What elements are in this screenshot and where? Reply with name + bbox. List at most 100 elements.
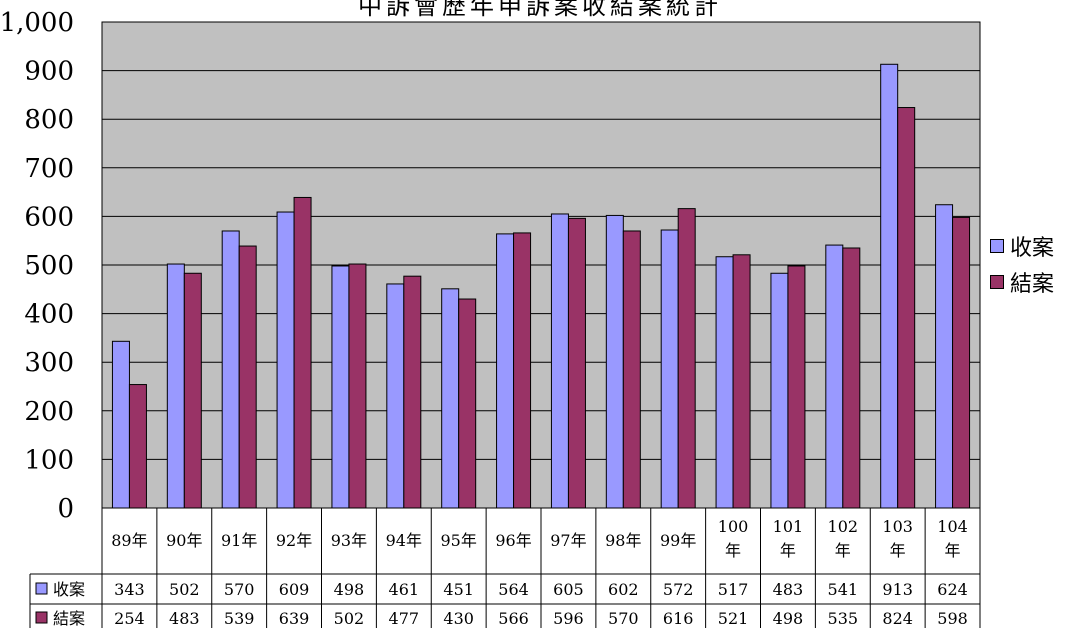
data-label: 605 <box>553 580 584 599</box>
data-label: 521 <box>718 609 749 628</box>
y-tick-label: 500 <box>24 251 74 281</box>
y-tick-label: 600 <box>24 202 74 232</box>
x-tick-label: 98年 <box>605 531 641 550</box>
x-tick-label: 94年 <box>386 531 422 550</box>
data-label: 572 <box>663 580 694 599</box>
legend: 收案 結案 <box>990 228 1054 300</box>
data-label: 461 <box>389 580 420 599</box>
y-tick-label: 200 <box>24 397 74 427</box>
x-tick-label: 年 <box>945 541 961 560</box>
x-tick-label: 91年 <box>221 531 257 550</box>
bar-closed <box>622 230 641 509</box>
x-tick-label: 97年 <box>550 531 586 550</box>
x-tick-label: 93年 <box>331 531 367 550</box>
data-label: 498 <box>334 580 365 599</box>
bar-received <box>550 213 569 509</box>
bar-closed <box>787 265 806 509</box>
data-label: 564 <box>498 580 529 599</box>
data-label: 254 <box>114 609 145 628</box>
x-tick-label: 102 <box>828 517 859 536</box>
bar-closed <box>513 232 532 509</box>
bar-closed <box>897 107 916 509</box>
legend-item-received: 收案 <box>990 228 1054 264</box>
bar-closed <box>293 196 312 509</box>
bar-closed <box>238 245 257 509</box>
bar-closed <box>677 208 696 509</box>
y-tick-label: 300 <box>24 348 74 378</box>
x-tick-label: 96年 <box>495 531 531 550</box>
data-label: 343 <box>114 580 145 599</box>
y-tick-label: 800 <box>24 105 74 135</box>
data-label: 602 <box>608 580 639 599</box>
x-tick-label: 89年 <box>111 531 147 550</box>
x-tick-label: 95年 <box>441 531 477 550</box>
bar-closed <box>403 275 422 509</box>
data-label: 477 <box>389 609 420 628</box>
x-tick-label: 99年 <box>660 531 696 550</box>
bar-received <box>935 204 954 509</box>
x-tick-label: 100 <box>718 517 749 536</box>
bar-closed <box>348 263 367 509</box>
data-label: 616 <box>663 609 694 628</box>
x-tick-label: 年 <box>835 541 851 560</box>
data-label: 502 <box>169 580 200 599</box>
bar-closed <box>567 217 586 509</box>
bar-received <box>331 265 350 509</box>
table-series-label: 收案 <box>53 580 85 599</box>
data-label: 598 <box>937 609 968 628</box>
bar-received <box>880 63 899 509</box>
y-tick-label: 1,000 <box>0 8 74 38</box>
bar-received <box>386 283 405 509</box>
bar-received <box>825 244 844 509</box>
data-label: 624 <box>937 580 968 599</box>
data-label: 451 <box>443 580 474 599</box>
legend-label-closed: 結案 <box>1010 272 1055 297</box>
bar-closed <box>952 216 971 509</box>
x-tick-label: 年 <box>890 541 906 560</box>
bar-closed <box>128 384 147 509</box>
bar-received <box>715 256 734 509</box>
bar-received <box>166 263 185 509</box>
data-label: 517 <box>718 580 749 599</box>
x-tick-label: 101 <box>773 517 804 536</box>
data-label: 566 <box>498 609 529 628</box>
data-label: 483 <box>773 580 804 599</box>
chart-title: 中訴會歷年申訴案收結案統計 <box>358 0 722 20</box>
y-tick-label: 700 <box>24 154 74 184</box>
legend-item-closed: 結案 <box>990 264 1054 300</box>
table-legend-swatch <box>35 582 48 595</box>
y-tick-label: 0 <box>57 494 74 524</box>
x-tick-label: 90年 <box>166 531 202 550</box>
x-tick-label: 年 <box>725 541 741 560</box>
data-label: 824 <box>882 609 913 628</box>
data-label: 498 <box>773 609 804 628</box>
legend-label-received: 收案 <box>1010 236 1055 261</box>
y-tick-label: 400 <box>24 300 74 330</box>
x-tick-label: 92年 <box>276 531 312 550</box>
legend-swatch-closed <box>990 275 1004 289</box>
bar-received <box>276 211 295 509</box>
data-label: 541 <box>828 580 859 599</box>
data-label: 539 <box>224 609 255 628</box>
data-label: 535 <box>828 609 859 628</box>
bar-received <box>660 229 679 509</box>
table-legend-swatch <box>35 611 48 624</box>
data-label: 609 <box>279 580 310 599</box>
x-tick-label: 104 <box>937 517 968 536</box>
data-label: 570 <box>608 609 639 628</box>
bar-closed <box>732 254 751 509</box>
data-label: 913 <box>882 580 913 599</box>
legend-swatch-received <box>990 239 1004 253</box>
bar-closed <box>842 247 861 509</box>
data-label: 570 <box>224 580 255 599</box>
bar-received <box>221 230 240 509</box>
bar-received <box>496 233 515 509</box>
data-label: 639 <box>279 609 310 628</box>
data-label: 430 <box>443 609 474 628</box>
data-label: 596 <box>553 609 584 628</box>
bar-closed <box>183 272 202 509</box>
bar-closed <box>458 298 477 509</box>
y-tick-label: 100 <box>24 445 74 475</box>
